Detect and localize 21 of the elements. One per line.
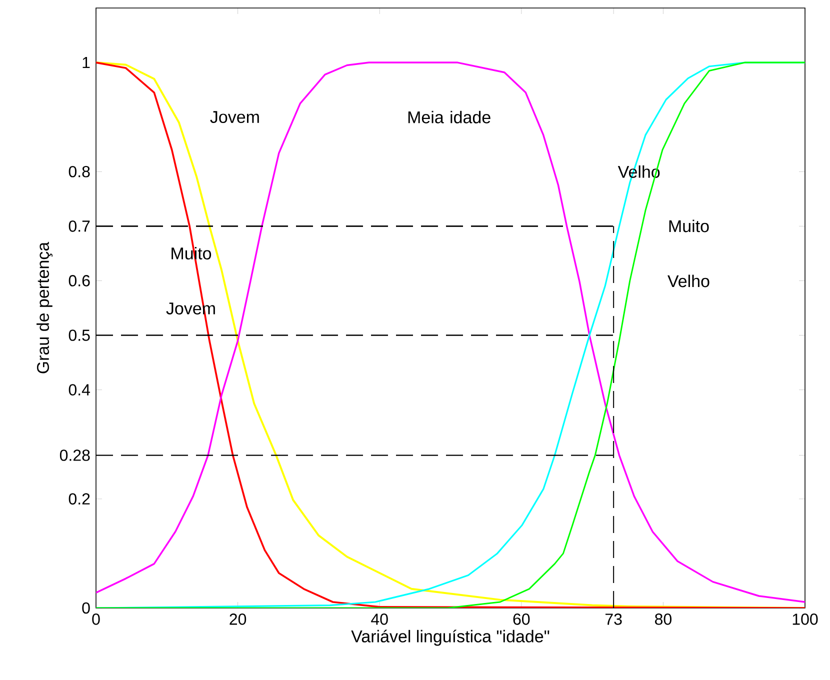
y-tick-label: 0.5: [68, 330, 90, 341]
y-tick-label: 0.28: [60, 450, 90, 461]
y-tick-label: 0.2: [68, 493, 90, 505]
y-tick-label: 1: [82, 57, 90, 68]
x-tick-label: 60: [513, 614, 530, 625]
x-tick-label: 73: [606, 614, 622, 625]
x-tick-label: 0: [92, 614, 100, 625]
x-tick-label: 100: [792, 614, 818, 625]
x-tick-label: 40: [371, 614, 388, 625]
y-tick-label: 0.8: [68, 166, 90, 178]
y-tick-label: 0.7: [68, 220, 90, 232]
text: Muito Velho: [668, 220, 710, 288]
x-axis-title: Variável linguística "idade": [351, 630, 550, 646]
y-tick-label: 0.4: [68, 384, 90, 396]
text: Meia idade: [408, 110, 490, 124]
y-axis-title: Grau de pertença: [36, 242, 52, 374]
x-tick-label: 80: [655, 614, 672, 625]
x-tick-label: 20: [230, 614, 246, 625]
y-tick-label: 0: [82, 602, 90, 614]
series-label: Jovem: [210, 111, 259, 124]
y-tick-label: 0.6: [68, 275, 90, 286]
